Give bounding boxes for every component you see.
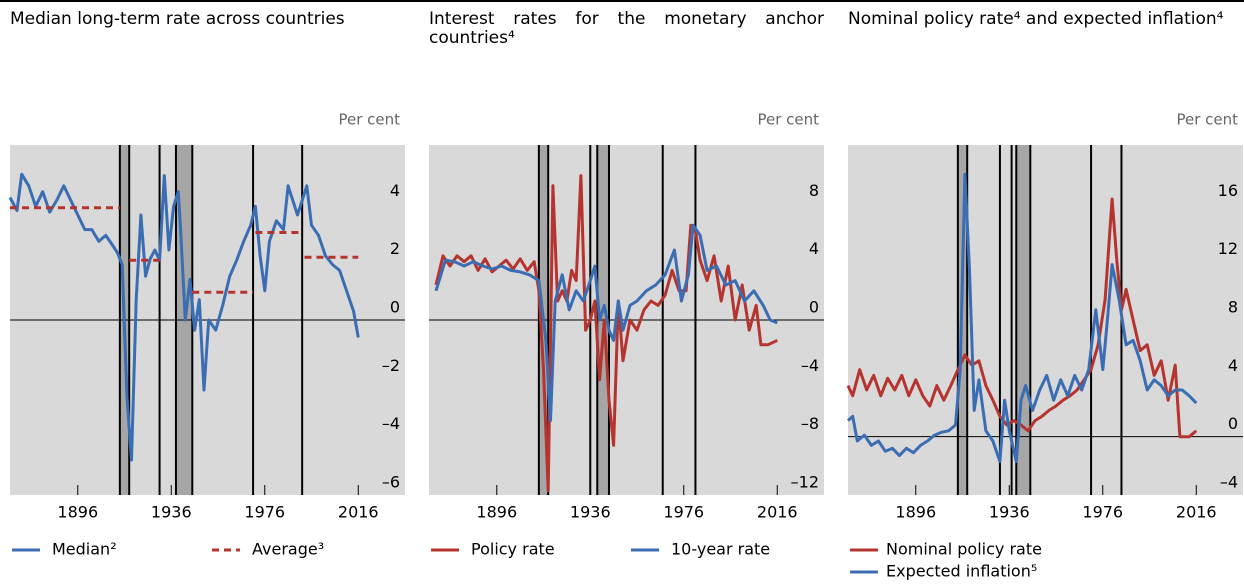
series-line <box>8 172 360 462</box>
legend-label: Policy rate <box>471 540 555 559</box>
y-tick-label: 4 <box>1228 356 1238 375</box>
plot-background <box>848 145 1243 495</box>
x-tick-label: 1896 <box>476 503 517 522</box>
y-tick-label: 2 <box>390 239 400 258</box>
y-tick-label: –2 <box>382 356 400 375</box>
series-line <box>434 223 778 423</box>
y-tick-label: –4 <box>801 356 819 375</box>
y-tick-label: 0 <box>390 298 400 317</box>
legend-label: 10-year rate <box>671 540 770 559</box>
legend-label: Average³ <box>252 540 324 559</box>
y-tick-label: –4 <box>382 414 400 433</box>
legend-label: Expected inflation⁵ <box>886 562 1037 581</box>
y-tick-label: 8 <box>1228 298 1238 317</box>
panel-title: Nominal policy rate⁴ and expected inflat… <box>848 9 1224 29</box>
x-tick-label: 1936 <box>151 503 192 522</box>
y-axis-unit: Per cent <box>1176 111 1238 129</box>
y-tick-label: 8 <box>809 181 819 200</box>
y-axis-unit: Per cent <box>757 111 819 129</box>
y-tick-label: 12 <box>1218 239 1238 258</box>
top-rule <box>0 0 1244 2</box>
series-line <box>846 197 1198 439</box>
y-tick-label: –12 <box>791 473 819 492</box>
series-line <box>10 206 359 294</box>
legend-label: Nominal policy rate <box>886 540 1042 559</box>
y-tick-label: –4 <box>1220 473 1238 492</box>
x-tick-label: 2016 <box>757 503 798 522</box>
x-tick-label: 1936 <box>570 503 611 522</box>
x-tick-label: 1936 <box>989 503 1030 522</box>
series-line <box>846 172 1198 463</box>
y-tick-label: –8 <box>801 414 819 433</box>
x-tick-label: 1976 <box>244 503 285 522</box>
series-line <box>434 174 778 493</box>
x-tick-label: 2016 <box>1176 503 1217 522</box>
y-tick-label: –6 <box>382 473 400 492</box>
x-tick-label: 1976 <box>663 503 704 522</box>
panel-title: Interest rates for the monetary anchor c… <box>429 9 824 48</box>
y-tick-label: 4 <box>809 239 819 258</box>
y-tick-label: 0 <box>809 298 819 317</box>
y-tick-label: 0 <box>1228 414 1238 433</box>
legend-label: Median² <box>52 540 117 559</box>
x-tick-label: 2016 <box>338 503 379 522</box>
y-tick-label: 4 <box>390 181 400 200</box>
y-axis-unit: Per cent <box>338 111 400 129</box>
panel-title: Median long-term rate across countries <box>10 9 345 29</box>
x-tick-label: 1896 <box>895 503 936 522</box>
x-tick-label: 1976 <box>1082 503 1123 522</box>
x-tick-label: 1896 <box>57 503 98 522</box>
y-tick-label: 16 <box>1218 181 1238 200</box>
